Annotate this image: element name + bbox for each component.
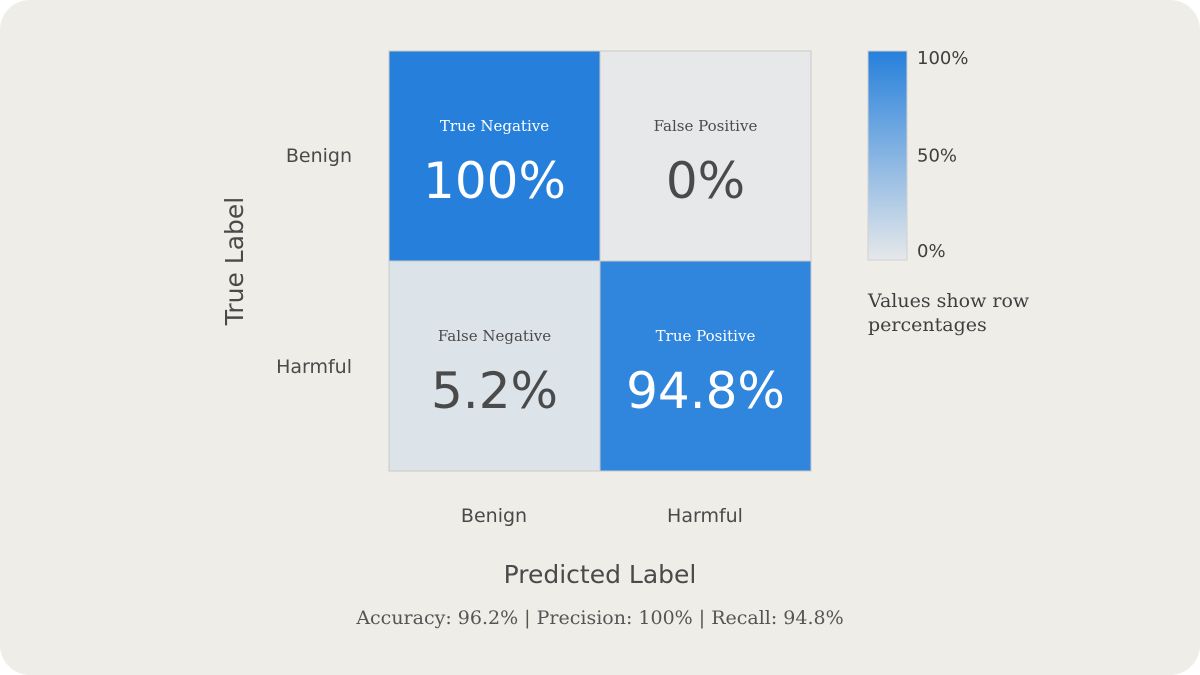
cell-false-negative bbox=[388, 260, 601, 472]
cell-value-true-negative: 100% bbox=[423, 152, 566, 210]
x-axis-title: Predicted Label bbox=[504, 560, 697, 589]
cell-label-false-positive: False Positive bbox=[654, 117, 758, 135]
x-tick-harmful: Harmful bbox=[667, 505, 743, 527]
cell-value-false-positive: 0% bbox=[666, 152, 745, 210]
cell-false-positive bbox=[599, 50, 812, 262]
metrics-summary: Accuracy: 96.2% | Precision: 100% | Reca… bbox=[355, 607, 843, 629]
y-axis-title: True Label bbox=[220, 197, 249, 327]
matrix-cells: True Negative 100% False Positive 0% False N… bbox=[388, 50, 812, 472]
cell-value-true-positive: 94.8% bbox=[626, 362, 785, 420]
cell-true-negative bbox=[388, 50, 601, 262]
colorbar-tick-50: 50% bbox=[917, 146, 957, 167]
note-line-1: Values show row bbox=[867, 290, 1030, 312]
colorbar bbox=[867, 50, 908, 261]
colorbar-tick-100: 100% bbox=[917, 48, 968, 69]
cell-label-false-negative: False Negative bbox=[438, 327, 551, 345]
y-tick-harmful: Harmful bbox=[276, 356, 352, 378]
cell-value-false-negative: 5.2% bbox=[431, 362, 558, 420]
colorbar-tick-0: 0% bbox=[917, 241, 946, 262]
cell-true-positive bbox=[599, 260, 812, 472]
cell-label-true-positive: True Positive bbox=[656, 327, 756, 345]
x-tick-benign: Benign bbox=[461, 505, 527, 527]
note-line-2: percentages bbox=[868, 314, 987, 336]
y-tick-benign: Benign bbox=[286, 145, 352, 167]
colorbar-ticks: 100% 50% 0% bbox=[917, 48, 968, 262]
cell-label-true-negative: True Negative bbox=[440, 117, 549, 135]
